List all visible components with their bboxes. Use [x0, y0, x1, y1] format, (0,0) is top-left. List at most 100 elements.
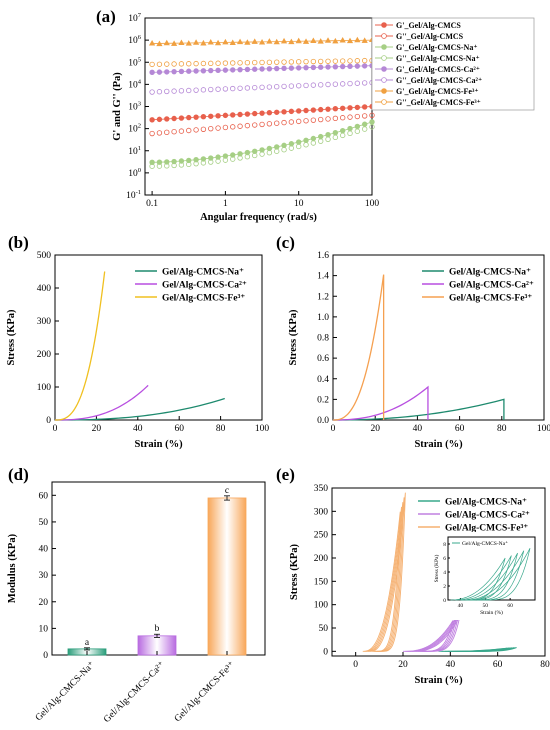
x-tick-label: 40 [413, 424, 423, 434]
data-point [310, 140, 317, 146]
inset-y-tick-label: 8 [443, 542, 446, 548]
data-point [303, 82, 309, 89]
legend-swatch-marker [381, 88, 387, 94]
data-point [369, 124, 375, 130]
data-point [310, 82, 317, 88]
data-point [193, 160, 199, 167]
y-tick-label: 40 [39, 545, 49, 555]
legend-entry: G'_Gel/Alg-CMCS-Na⁺ [396, 43, 478, 52]
data-point [339, 81, 346, 87]
x-tick-label: 60 [455, 424, 465, 434]
x-axis-label: Strain (%) [414, 675, 463, 686]
significance-letter: a [85, 638, 90, 648]
data-point [361, 113, 368, 119]
data-point [369, 119, 375, 125]
data-point [208, 159, 214, 165]
data-point [207, 39, 214, 45]
x-tick-label: 40 [446, 660, 456, 670]
data-point [288, 145, 295, 151]
x-tick-label: 60 [493, 660, 503, 670]
legend-entry: G'_Gel/Alg-CMCS [396, 21, 461, 30]
series-line-2 [55, 271, 106, 421]
y-tick-label: 103 [128, 101, 141, 113]
y-tick-label: 10 [39, 624, 49, 634]
bar-2 [207, 497, 247, 656]
panel-label-b: (b) [8, 233, 29, 252]
x-tick-label: 20 [398, 660, 408, 670]
inset-cycle-loop [465, 550, 525, 601]
y-axis-label: Modulus (KPa) [7, 533, 18, 603]
data-point [171, 61, 177, 67]
data-point [317, 116, 324, 123]
y-tick-label: 0.8 [317, 334, 329, 344]
data-point [156, 130, 163, 136]
data-point [178, 61, 185, 67]
data-point [149, 89, 155, 95]
data-point [266, 121, 273, 127]
inset-legend-entry: Gel/Alg-CMCS-Na⁺ [462, 541, 508, 547]
legend-swatch-marker [381, 44, 387, 50]
data-point [164, 163, 170, 169]
x-tick-label: Gel/Alg-CMCS-Na⁺ [34, 660, 97, 723]
data-point [259, 59, 265, 66]
series-line-1 [55, 384, 149, 421]
data-point [186, 61, 192, 67]
panel-label-c: (c) [276, 233, 295, 252]
series-line [152, 121, 373, 163]
inset-y-tick-label: 4 [443, 570, 446, 576]
y-tick-label: 107 [128, 12, 142, 24]
data-point [347, 80, 353, 87]
data-point [208, 60, 214, 67]
data-point [252, 152, 258, 159]
data-point [296, 118, 302, 125]
data-point [281, 119, 287, 126]
data-point [266, 84, 273, 90]
y-tick-label: 200 [37, 350, 52, 360]
y-tick-label: 100 [128, 167, 141, 179]
data-point [281, 83, 287, 90]
series-line-0 [55, 397, 225, 421]
inset-y-tick-label: 6 [443, 556, 446, 562]
data-point [252, 122, 258, 128]
y-tick-label: 20 [39, 598, 49, 608]
y-tick-label: 350 [314, 484, 329, 494]
legend-entry: G''_Gel/Alg-CMCS-Na⁺ [396, 54, 480, 63]
data-point [281, 59, 287, 65]
data-point [149, 130, 155, 137]
significance-letter: c [225, 486, 229, 496]
data-point [281, 147, 287, 153]
data-point [237, 85, 243, 91]
legend-swatch-marker [381, 33, 387, 39]
legend-entry: Gel/Alg-CMCS-Na⁺ [162, 268, 244, 278]
data-point [171, 129, 177, 135]
data-point [208, 125, 214, 132]
data-point [280, 37, 288, 44]
data-point [310, 37, 317, 43]
y-tick-label: 102 [128, 123, 141, 135]
legend-entry: Gel/Alg-CMCS-Fe³⁺ [449, 294, 532, 304]
data-point [215, 60, 221, 66]
data-point [200, 126, 207, 132]
data-point [361, 57, 368, 64]
y-axis-label: Stress (KPa) [289, 543, 300, 600]
data-point [274, 120, 280, 126]
data-point [244, 122, 251, 129]
inset-x-axis-label: Strain (%) [480, 609, 503, 616]
x-axis-label: Angular frequency (rad/s) [200, 212, 317, 223]
legend-entry: G''_Gel/Alg-CMCS-Ca²⁺ [396, 76, 482, 85]
data-point [230, 124, 236, 130]
data-point [266, 59, 273, 66]
y-tick-label: 300 [314, 507, 329, 517]
data-point [244, 60, 251, 66]
y-tick-label: 105 [128, 56, 141, 68]
data-point [296, 59, 302, 65]
y-tick-label: 0.2 [317, 395, 329, 405]
y-tick-label: 100 [314, 601, 329, 611]
data-point [252, 84, 258, 91]
data-point [215, 125, 221, 131]
data-point [149, 163, 155, 169]
data-point [303, 118, 309, 124]
x-tick-label: 80 [216, 424, 226, 434]
data-point [332, 58, 339, 64]
data-point [193, 127, 199, 133]
